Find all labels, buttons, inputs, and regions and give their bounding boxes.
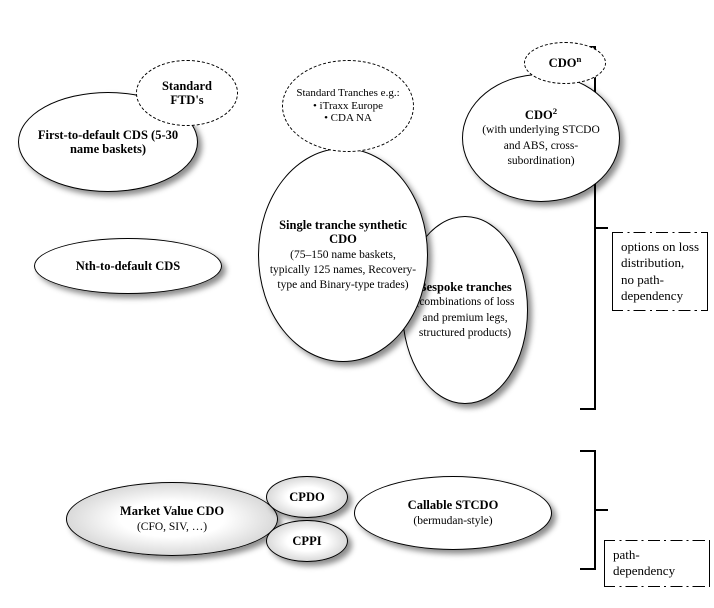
- node-cppi: CPPI: [266, 520, 348, 562]
- node-nth-to-default-cds-label: Nth-to-default CDS: [76, 259, 181, 273]
- node-bespoke-tranches-sub: (combinations of loss and premium legs, …: [415, 296, 514, 338]
- node-bespoke-tranches-title: Bespoke tranches: [418, 280, 511, 294]
- node-single-tranche-cdo-sub: (75–150 name baskets, typically 125 name…: [270, 249, 416, 291]
- brace-bottom-notch: [594, 509, 608, 511]
- node-bespoke-tranches-label: Bespoke tranches (combinations of loss a…: [413, 280, 517, 340]
- node-market-value-cdo-title: Market Value CDO: [120, 504, 224, 518]
- node-cdo-n-label: CDOn: [549, 56, 582, 70]
- node-cdo-squared-label: CDO2 (with underlying STCDO and ABS, cro…: [473, 108, 609, 168]
- node-standard-tranches-l3: • CDA NA: [324, 112, 372, 124]
- node-cppi-label: CPPI: [292, 534, 321, 548]
- annotation-bottom: path-dependency: [604, 540, 710, 587]
- node-cpdo-label: CPDO: [289, 490, 324, 504]
- node-standard-ftd-label: Standard FTD's: [147, 79, 227, 108]
- node-standard-tranches-l1: Standard Tranches e.g.:: [296, 87, 399, 99]
- brace-bottom: [594, 450, 596, 570]
- node-single-tranche-cdo: Single tranche synthetic CDO (75–150 nam…: [258, 148, 428, 362]
- node-standard-tranches-l2: • iTraxx Europe: [313, 100, 383, 112]
- node-standard-ftd: Standard FTD's: [136, 60, 238, 126]
- node-cpdo: CPDO: [266, 476, 348, 518]
- brace-top-notch: [594, 227, 608, 229]
- node-standard-tranches-label: Standard Tranches e.g.: • iTraxx Europe …: [296, 87, 399, 125]
- node-callable-stcdo-label: Callable STCDO (bermudan-style): [408, 498, 499, 528]
- node-cdo-squared-sub: (with underlying STCDO and ABS, cross-su…: [482, 124, 600, 166]
- node-callable-stcdo-title: Callable STCDO: [408, 498, 499, 512]
- node-nth-to-default-cds: Nth-to-default CDS: [34, 238, 222, 294]
- node-callable-stcdo: Callable STCDO (bermudan-style): [354, 476, 552, 550]
- node-first-to-default-cds-label: First-to-default CDS (5-30 name baskets): [29, 128, 187, 157]
- node-market-value-cdo: Market Value CDO (CFO, SIV, …): [66, 482, 278, 556]
- node-cdo-squared: CDO2 (with underlying STCDO and ABS, cro…: [462, 74, 620, 202]
- node-single-tranche-cdo-label: Single tranche synthetic CDO (75–150 nam…: [269, 218, 417, 292]
- annotation-bottom-text: path-dependency: [613, 547, 675, 578]
- node-standard-tranches: Standard Tranches e.g.: • iTraxx Europe …: [282, 60, 414, 152]
- node-market-value-cdo-sub: (CFO, SIV, …): [137, 521, 207, 533]
- annotation-top: options on loss distribution, no path-de…: [612, 232, 708, 311]
- node-cdo-n: CDOn: [524, 42, 606, 84]
- node-callable-stcdo-sub: (bermudan-style): [413, 515, 492, 527]
- node-cdo-squared-title: CDO2: [525, 108, 557, 122]
- node-market-value-cdo-label: Market Value CDO (CFO, SIV, …): [120, 504, 224, 534]
- annotation-top-text: options on loss distribution, no path-de…: [621, 239, 699, 303]
- node-single-tranche-cdo-title: Single tranche synthetic CDO: [279, 218, 407, 246]
